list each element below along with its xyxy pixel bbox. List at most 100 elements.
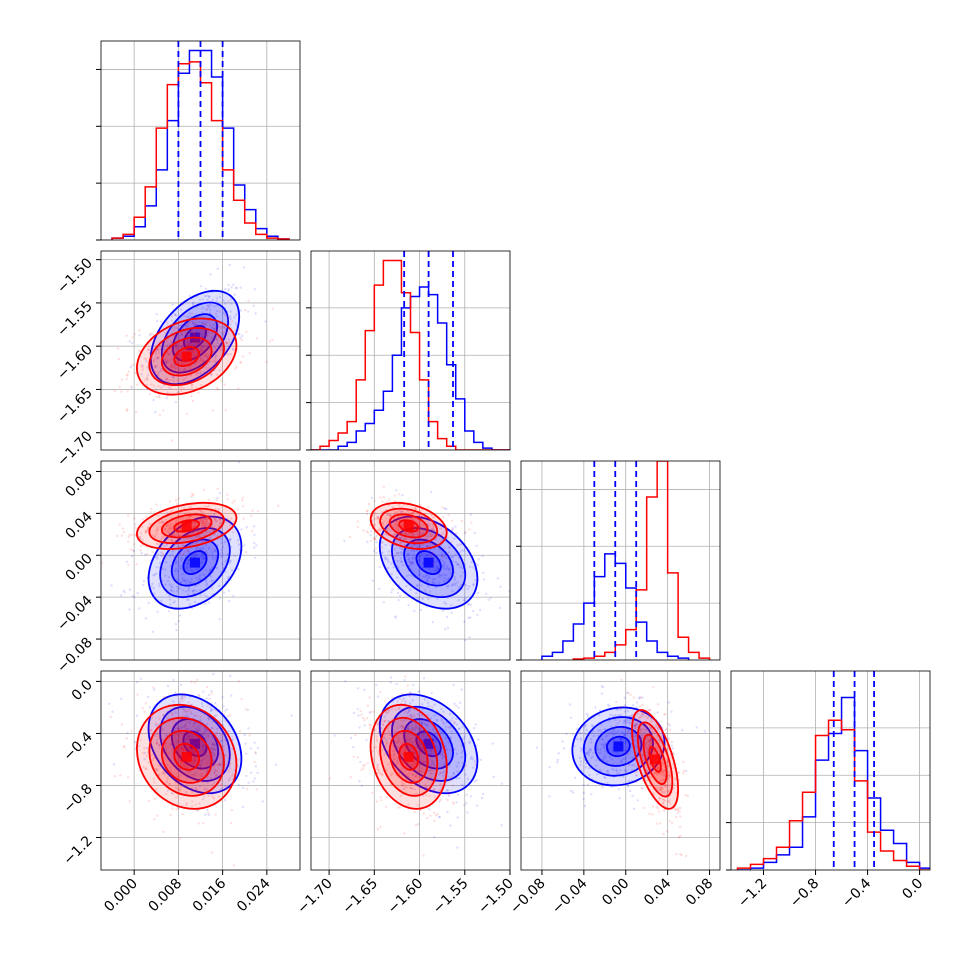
scatter-point xyxy=(198,764,201,767)
scatter-point xyxy=(477,738,480,741)
scatter-point xyxy=(190,578,193,581)
scatter-point xyxy=(215,773,219,777)
scatter-point xyxy=(435,538,438,541)
scatter-point xyxy=(169,516,173,520)
scatter-point xyxy=(672,783,676,786)
scatter-point xyxy=(630,764,634,767)
scatter-point xyxy=(201,298,205,301)
scatter-point xyxy=(591,725,594,728)
scatter-point xyxy=(184,543,187,547)
scatter-point xyxy=(666,747,669,751)
scatter-point xyxy=(500,782,503,785)
scatter-point xyxy=(440,574,443,578)
scatter-point xyxy=(430,765,433,769)
scatter-point xyxy=(582,783,585,787)
scatter-point xyxy=(422,761,425,764)
scatter-point xyxy=(238,332,241,336)
scatter-point xyxy=(223,799,227,802)
scatter-point xyxy=(475,779,478,782)
scatter-point xyxy=(387,720,390,723)
scatter-point xyxy=(400,783,404,787)
scatter-point xyxy=(375,738,379,741)
scatter-point xyxy=(393,720,396,723)
scatter-point xyxy=(412,560,415,564)
scatter-point xyxy=(194,339,198,343)
scatter-point xyxy=(611,732,614,735)
scatter-point xyxy=(168,378,172,382)
scatter-point xyxy=(192,333,195,337)
scatter-point xyxy=(194,737,197,741)
scatter-point xyxy=(592,734,596,738)
scatter-point xyxy=(199,356,203,360)
scatter-point xyxy=(168,783,171,786)
scatter-point xyxy=(271,338,274,342)
scatter-point xyxy=(176,538,180,542)
scatter-point xyxy=(464,773,467,776)
scatter-point xyxy=(624,739,627,743)
scatter-point xyxy=(365,509,369,513)
scatter-point xyxy=(188,536,191,540)
scatter-point xyxy=(231,320,234,323)
scatter-point xyxy=(182,764,186,767)
scatter-point xyxy=(228,561,231,565)
scatter-point xyxy=(208,324,212,327)
scatter-point xyxy=(417,597,420,600)
scatter-point xyxy=(169,364,172,367)
density-peak xyxy=(423,738,434,749)
scatter-point xyxy=(582,791,585,795)
scatter-point xyxy=(376,529,380,532)
scatter-point xyxy=(419,608,423,612)
scatter-point xyxy=(418,529,421,533)
scatter-point xyxy=(153,797,156,801)
scatter-point xyxy=(264,320,267,323)
scatter-point xyxy=(425,579,428,583)
scatter-point xyxy=(395,520,399,524)
scatter-point xyxy=(188,603,192,606)
scatter-point xyxy=(229,310,233,313)
scatter-point xyxy=(604,749,607,753)
scatter-point xyxy=(627,721,631,724)
scatter-point xyxy=(395,741,399,745)
scatter-point xyxy=(196,788,199,792)
scatter-point xyxy=(614,713,617,717)
scatter-point xyxy=(395,551,399,555)
scatter-point xyxy=(203,574,206,577)
scatter-point xyxy=(464,764,468,767)
scatter-point xyxy=(393,757,396,761)
scatter-point xyxy=(394,532,397,536)
scatter-point xyxy=(192,340,196,343)
scatter-point xyxy=(201,745,204,748)
scatter-point xyxy=(158,717,161,720)
scatter-point xyxy=(188,515,192,518)
scatter-point xyxy=(473,780,477,783)
scatter-point xyxy=(209,273,212,276)
scatter-point xyxy=(120,378,124,381)
scatter-point xyxy=(648,731,652,734)
scatter-point xyxy=(207,319,210,322)
scatter-point xyxy=(225,349,228,352)
scatter-point xyxy=(476,613,479,617)
scatter-point xyxy=(152,665,154,667)
scatter-point xyxy=(430,759,433,762)
scatter-point xyxy=(463,620,466,623)
scatter-point xyxy=(205,333,208,337)
scatter-point xyxy=(415,545,418,548)
scatter-point xyxy=(454,553,457,556)
scatter-point xyxy=(441,720,444,724)
scatter-point xyxy=(180,695,184,698)
scatter-point xyxy=(149,361,153,364)
scatter-point xyxy=(223,326,226,329)
scatter-point xyxy=(164,357,168,361)
scatter-point xyxy=(154,456,156,458)
scatter-point xyxy=(606,734,609,737)
scatter-point xyxy=(676,808,680,811)
scatter-point xyxy=(636,799,639,802)
scatter-point xyxy=(448,780,451,783)
panel-frame xyxy=(520,460,721,661)
scatter-point xyxy=(664,728,667,732)
scatter-point xyxy=(411,549,414,552)
scatter-point xyxy=(175,560,178,563)
scatter-point xyxy=(627,764,631,767)
scatter-point xyxy=(397,492,401,496)
scatter-point xyxy=(206,769,209,773)
